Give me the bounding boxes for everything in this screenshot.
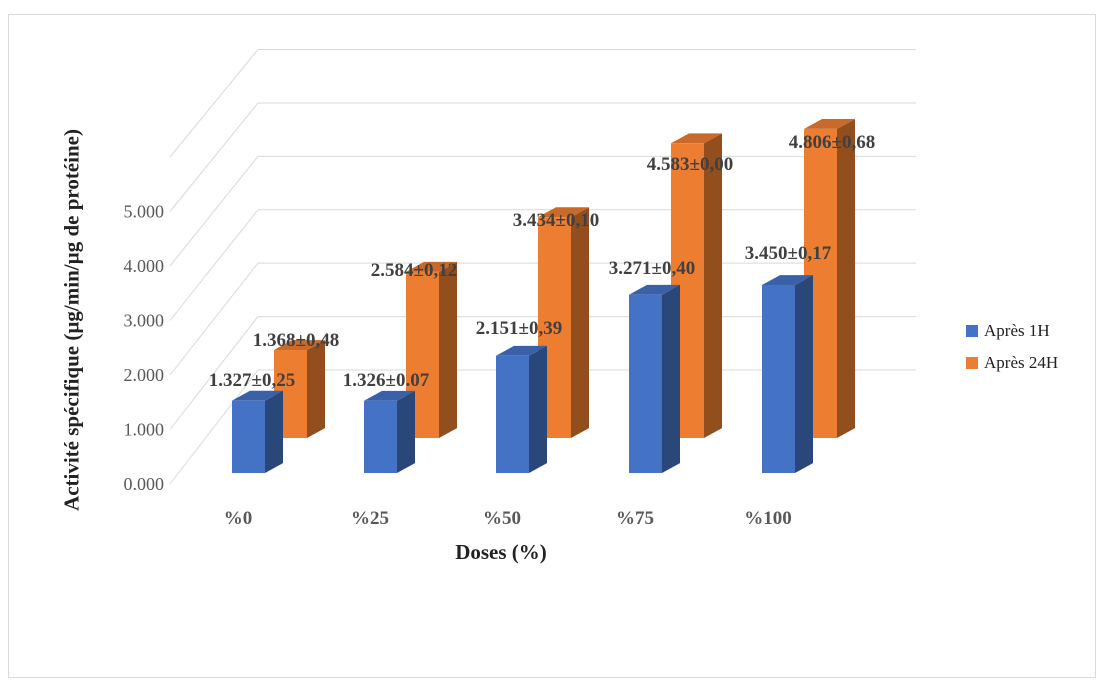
- bar-series-1-2: [496, 355, 529, 473]
- x-tick-label: %75: [616, 508, 654, 529]
- gridline-depth: [169, 316, 259, 430]
- bar-series-1-1-side: [397, 390, 415, 473]
- gridline-depth: [169, 49, 259, 158]
- bar-series-2-2-side: [571, 207, 589, 438]
- legend-label-series-1: Après 1H: [984, 321, 1050, 340]
- y-tick-label: 3.000: [124, 311, 165, 331]
- gridline-depth: [169, 369, 259, 485]
- data-label-series-2: 1.368±0,48: [253, 330, 339, 351]
- x-tick-label: %0: [224, 508, 253, 529]
- data-label-series-2: 3.434±0,10: [513, 210, 599, 231]
- data-label-series-2: 2.584±0,12: [371, 260, 457, 281]
- y-axis-title: Activité spécifique (µg/min/µg de protéi…: [59, 129, 84, 511]
- x-tick-label: %50: [483, 508, 521, 529]
- bar-series-1-2-top: [496, 345, 547, 356]
- bar-series-1-4-top: [762, 275, 813, 285]
- bar-series-2-0-top: [274, 340, 325, 351]
- legend-swatch-series-2: [966, 357, 978, 369]
- y-tick-label: 2.000: [124, 365, 165, 385]
- legend-swatch-series-1: [966, 325, 978, 337]
- bar-series-1-4: [762, 284, 795, 473]
- x-axis-title: Doses (%): [455, 540, 547, 564]
- legend-item-series-2: Après 24H: [966, 350, 1058, 376]
- data-label-series-2: 4.806±0,68: [789, 132, 875, 153]
- bar-series-1-0-side: [265, 390, 283, 473]
- bar-series-1-0: [232, 400, 265, 473]
- x-tick-label: %100: [744, 508, 792, 529]
- bar-series-1-2-side: [529, 345, 547, 473]
- bar-series-1-1-top: [364, 390, 415, 401]
- bar-series-2-3-side: [704, 133, 722, 439]
- bar-series-1-4-side: [795, 275, 813, 473]
- y-tick-label: 4.000: [124, 256, 165, 276]
- data-label-series-1: 1.327±0,25: [209, 370, 295, 391]
- data-label-series-2: 4.583±0,00: [647, 154, 733, 175]
- x-tick-label: %25: [351, 508, 389, 529]
- bar-series-1-1: [364, 400, 397, 473]
- bar-series-2-1-top: [406, 261, 457, 272]
- data-label-series-1: 2.151±0,39: [476, 318, 562, 339]
- data-label-series-1: 1.326±0.07: [343, 370, 430, 391]
- bar-series-2-4-side: [837, 119, 855, 439]
- legend: Après 1H Après 24H: [966, 318, 1058, 382]
- y-tick-label: 1.000: [124, 420, 165, 440]
- legend-label-series-2: Après 24H: [984, 353, 1059, 372]
- bar-series-2-4-top: [804, 119, 855, 129]
- gridline-depth: [169, 209, 259, 321]
- legend-item-series-1: Après 1H: [966, 318, 1058, 344]
- y-tick-label: 5.000: [124, 202, 165, 222]
- bar-series-1-0-top: [232, 390, 283, 401]
- bar-series-2-2-top: [538, 207, 589, 218]
- bar-series-2-0-side: [307, 340, 325, 438]
- data-label-series-1: 3.271±0,40: [609, 258, 695, 279]
- bar-series-1-3-side: [662, 284, 680, 473]
- bar-series-1-3-top: [629, 284, 680, 295]
- bar-series-2-1-side: [439, 261, 457, 438]
- bar-series-1-3: [629, 294, 662, 473]
- gridline-depth: [169, 262, 259, 376]
- data-label-series-1: 3.450±0,17: [745, 243, 832, 264]
- gridline-depth: [169, 102, 259, 212]
- gridline-depth: [169, 156, 259, 267]
- bar-series-2-3-top: [671, 133, 722, 144]
- y-tick-label: 0.000: [124, 474, 165, 494]
